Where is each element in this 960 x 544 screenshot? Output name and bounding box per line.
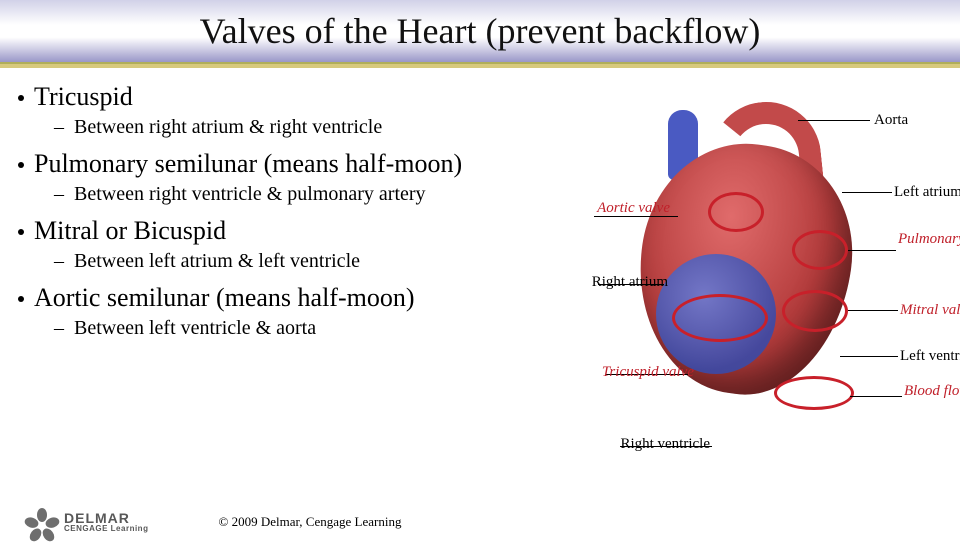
title-bar: Valves of the Heart (prevent backflow) bbox=[0, 0, 960, 64]
bullet-icon bbox=[18, 296, 24, 302]
label-pulmonary-valve: Pulmonary valve bbox=[898, 232, 960, 248]
ring-mitral-valve bbox=[782, 290, 848, 332]
label-aortic-valve: Aortic valve bbox=[597, 200, 670, 217]
label-left-ventricle: Left ventricle bbox=[900, 348, 960, 365]
bullet-text: Pulmonary semilunar (means half-moon) bbox=[34, 149, 462, 179]
dash-icon: – bbox=[54, 183, 64, 206]
bullet-text: Mitral or Bicuspid bbox=[34, 216, 226, 246]
leader-line bbox=[840, 356, 898, 357]
label-blood-flow: Blood flow through heart bbox=[904, 384, 960, 400]
logo-flower-icon bbox=[28, 508, 56, 536]
copyright-text: © 2009 Delmar, Cengage Learning bbox=[218, 514, 401, 530]
dash-icon: – bbox=[54, 317, 64, 340]
slide-title: Valves of the Heart (prevent backflow) bbox=[200, 10, 761, 52]
footer: DELMAR CENGAGE Learning © 2009 Delmar, C… bbox=[0, 504, 960, 540]
logo-text-line2: CENGAGE Learning bbox=[64, 525, 148, 533]
label-aorta: Aorta bbox=[874, 112, 908, 129]
label-right-atrium: Right atrium bbox=[592, 274, 668, 291]
bullet-icon bbox=[18, 95, 24, 101]
list-item: Pulmonary semilunar (means half-moon) – … bbox=[18, 149, 552, 206]
dash-icon: – bbox=[54, 116, 64, 139]
bullet-icon bbox=[18, 162, 24, 168]
label-right-ventricle: Right ventricle bbox=[620, 436, 710, 453]
logo-text-line1: DELMAR bbox=[64, 511, 148, 525]
content-area: Tricuspid – Between right atrium & right… bbox=[0, 68, 960, 504]
leader-line bbox=[850, 396, 902, 397]
ring-blood-flow bbox=[774, 376, 854, 410]
leader-line bbox=[842, 192, 892, 193]
sub-bullet-text: Between right atrium & right ventricle bbox=[74, 116, 382, 139]
leader-line bbox=[848, 250, 896, 251]
list-item: Aortic semilunar (means half-moon) – Bet… bbox=[18, 283, 552, 340]
publisher-logo: DELMAR CENGAGE Learning bbox=[28, 508, 148, 536]
sub-bullet-text: Between left atrium & left ventricle bbox=[74, 250, 360, 273]
dash-icon: – bbox=[54, 250, 64, 273]
list-item: Tricuspid – Between right atrium & right… bbox=[18, 82, 552, 139]
label-left-atrium: Left atrium bbox=[894, 184, 960, 201]
leader-line bbox=[848, 310, 898, 311]
bullet-text: Tricuspid bbox=[34, 82, 133, 112]
bullet-list-region: Tricuspid – Between right atrium & right… bbox=[0, 68, 560, 504]
list-item: Mitral or Bicuspid – Between left atrium… bbox=[18, 216, 552, 273]
label-tricuspid-valve: Tricuspid valve bbox=[602, 364, 694, 381]
label-mitral-valve: Mitral valve bbox=[900, 302, 960, 319]
bullet-text: Aortic semilunar (means half-moon) bbox=[34, 283, 415, 313]
leader-line bbox=[798, 120, 870, 121]
ring-pulmonary-valve bbox=[792, 230, 848, 270]
sub-bullet-text: Between left ventricle & aorta bbox=[74, 317, 316, 340]
sub-bullet-text: Between right ventricle & pulmonary arte… bbox=[74, 183, 426, 206]
ring-aortic-valve bbox=[708, 192, 764, 232]
bullet-icon bbox=[18, 229, 24, 235]
heart-illustration: Aorta Left atrium Pulmonary valve Mitral… bbox=[560, 74, 960, 494]
ring-tricuspid-valve bbox=[672, 294, 768, 342]
diagram-region: Aorta Left atrium Pulmonary valve Mitral… bbox=[560, 68, 960, 504]
